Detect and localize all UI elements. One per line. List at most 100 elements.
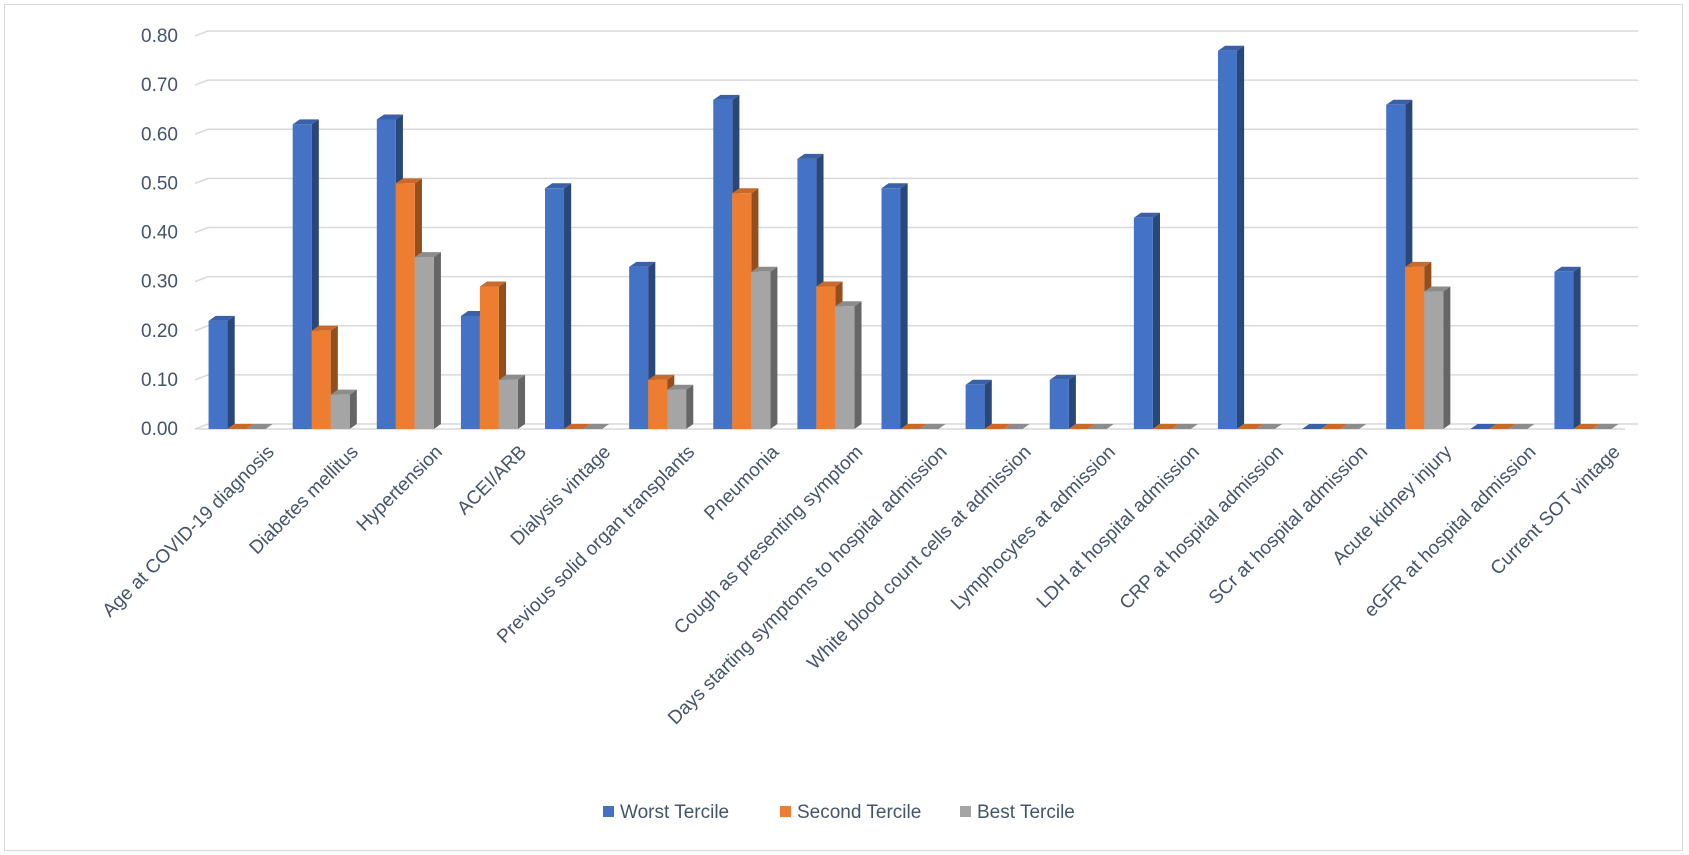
bar-side xyxy=(686,384,694,429)
bar-top xyxy=(919,424,946,429)
bar-side xyxy=(984,379,992,429)
x-tick-label: CRP at hospital admission xyxy=(1116,442,1288,614)
bar-side xyxy=(1236,45,1245,430)
bar-front xyxy=(498,379,518,429)
bar xyxy=(1003,424,1030,429)
bar-top xyxy=(1405,261,1432,267)
bar-side xyxy=(227,315,235,429)
bar-top xyxy=(1171,424,1199,429)
bar xyxy=(208,315,235,429)
x-tick-label: Lymphocytes at admission xyxy=(947,442,1120,615)
bar-top xyxy=(713,94,740,100)
bar-front xyxy=(667,389,687,429)
bar-top xyxy=(1087,424,1114,429)
bar-side xyxy=(349,389,357,429)
bars xyxy=(208,45,1619,430)
legend-swatch xyxy=(780,806,791,817)
bar xyxy=(227,424,254,429)
legend-label: Worst Tercile xyxy=(620,802,729,823)
bar-top xyxy=(797,153,824,159)
bar-top xyxy=(498,374,526,380)
bar xyxy=(330,389,357,429)
bar-top xyxy=(1386,99,1413,105)
bar xyxy=(1171,424,1199,429)
bar-top xyxy=(629,261,656,267)
bar-front xyxy=(1133,217,1153,429)
bar xyxy=(1592,424,1619,429)
bar-top xyxy=(330,389,357,395)
bar xyxy=(498,374,526,429)
legend-label: Second Tercile xyxy=(797,802,921,823)
bar-top xyxy=(292,119,319,125)
bar xyxy=(246,424,273,429)
bar-top xyxy=(1133,212,1161,218)
bar-top xyxy=(376,114,403,120)
bar-top xyxy=(751,266,778,272)
bar-top xyxy=(1592,424,1619,429)
bar-top xyxy=(583,424,610,429)
bar-top xyxy=(208,315,235,321)
bar-top xyxy=(881,183,908,189)
bar-top xyxy=(1049,374,1076,380)
bar-front xyxy=(751,271,771,429)
bar xyxy=(1489,424,1516,429)
bar xyxy=(414,252,441,429)
gridline xyxy=(194,226,1638,234)
bar-front xyxy=(629,266,649,429)
bar-side xyxy=(1068,374,1076,429)
bar xyxy=(1573,424,1600,429)
y-tick-label: 0.00 xyxy=(141,419,178,440)
bar-top xyxy=(1321,424,1348,429)
bar-top xyxy=(564,424,591,429)
gridline xyxy=(194,30,1638,37)
legend-item: Worst Tercile xyxy=(603,802,729,823)
bar xyxy=(1068,424,1095,429)
bar-side xyxy=(433,252,441,429)
bar-top xyxy=(1489,424,1516,429)
bar xyxy=(1470,424,1497,429)
gridline xyxy=(194,128,1638,135)
bar-front xyxy=(713,99,733,430)
bar xyxy=(751,266,778,429)
bar-front xyxy=(545,188,565,429)
bar-top xyxy=(227,424,254,429)
bar-top xyxy=(311,325,338,331)
legend: Worst Tercile Second Tercile Best Tercile xyxy=(603,802,1075,823)
legend-item: Second Tercile xyxy=(780,802,921,823)
bar-front xyxy=(414,257,434,429)
bar-front xyxy=(1049,379,1069,429)
bar-top xyxy=(965,379,992,385)
bar-front xyxy=(1217,50,1237,430)
bar-top xyxy=(648,374,675,380)
bar-side xyxy=(1573,266,1581,429)
gridline xyxy=(194,79,1638,86)
bar xyxy=(1302,424,1329,429)
gridline xyxy=(194,325,1638,332)
bar-front xyxy=(732,193,752,429)
bar-top xyxy=(1424,286,1451,292)
bar-top xyxy=(395,178,422,184)
bar xyxy=(1087,424,1114,429)
x-tick-label: Pneumonia xyxy=(700,441,783,524)
bar-side xyxy=(1443,286,1451,429)
legend-label: Best Tercile xyxy=(977,802,1075,823)
bar-top xyxy=(1217,45,1245,51)
bar xyxy=(1321,424,1348,429)
bar xyxy=(1508,424,1535,429)
bar-side xyxy=(564,183,572,429)
bar-top xyxy=(1152,424,1180,429)
y-tick-label: 0.40 xyxy=(141,223,178,244)
bar-front xyxy=(1424,291,1444,429)
gridline xyxy=(194,275,1638,283)
bar xyxy=(881,183,908,429)
bar xyxy=(564,424,591,429)
bar-top xyxy=(1508,424,1535,429)
bar-front xyxy=(311,330,331,429)
bar xyxy=(1217,45,1245,430)
bar-top xyxy=(732,188,759,194)
x-tick-label: ACEI/ARB xyxy=(453,442,531,520)
bar-top xyxy=(835,301,862,307)
bar xyxy=(545,183,572,429)
